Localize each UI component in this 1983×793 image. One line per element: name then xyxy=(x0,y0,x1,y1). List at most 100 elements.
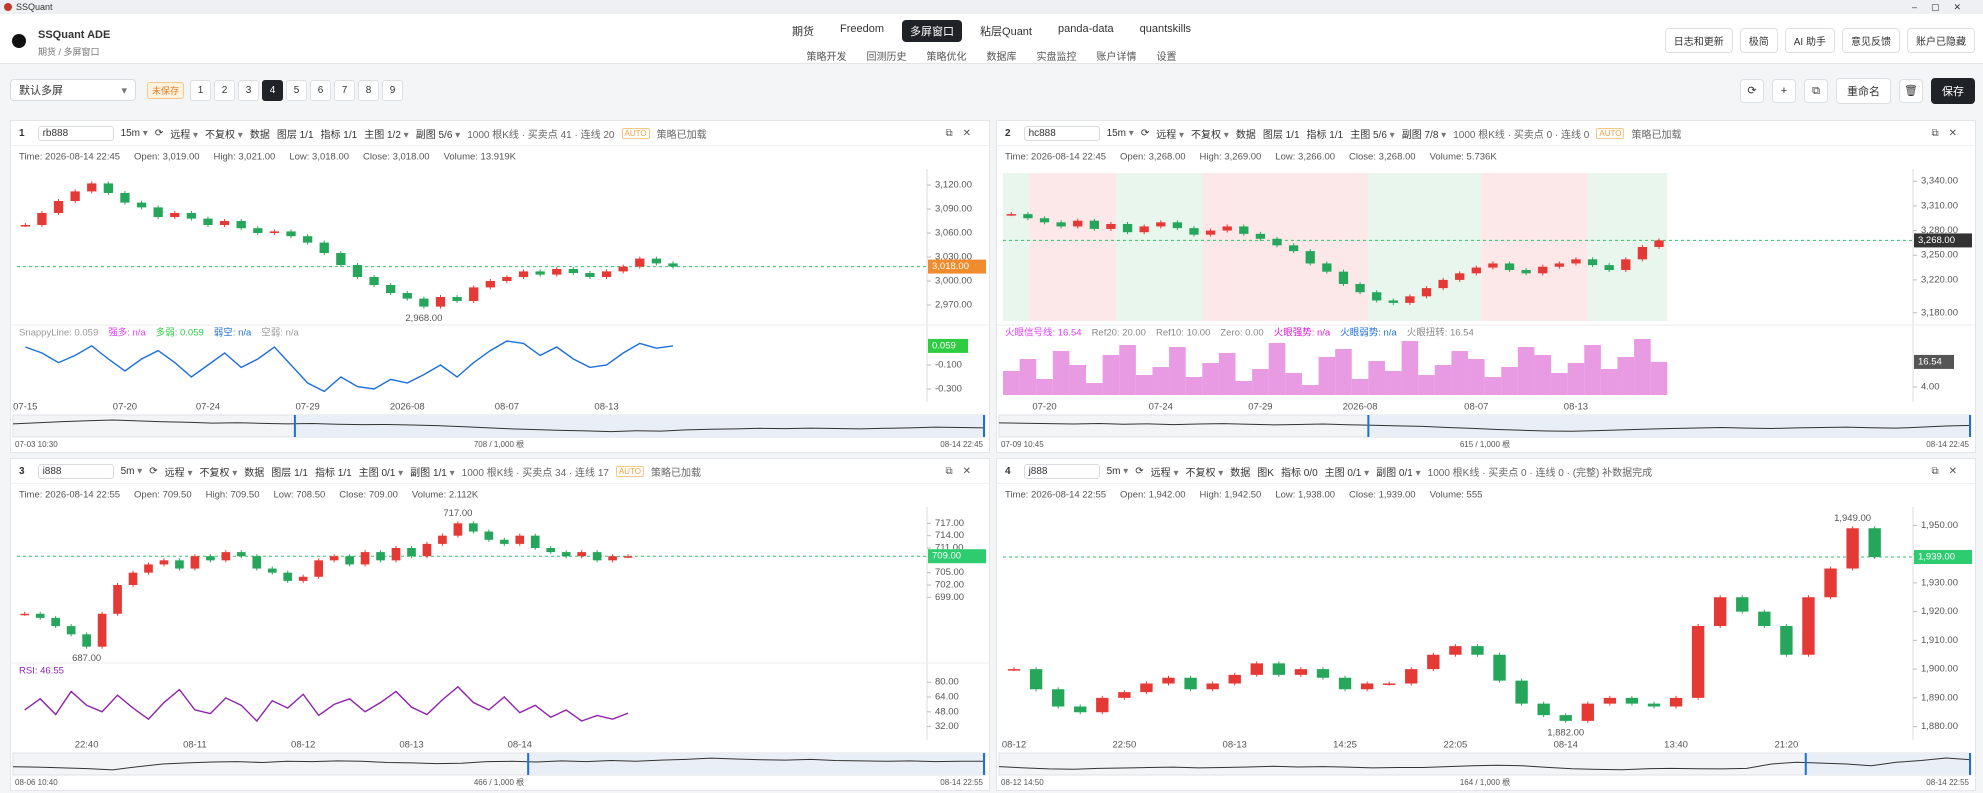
ohlc-info: High: 3,021.00 xyxy=(214,152,276,163)
screen-tab[interactable]: 6 xyxy=(310,80,331,101)
navigator-window xyxy=(1368,415,1971,437)
main-chart-button[interactable]: 主图 0/1 xyxy=(1325,464,1370,479)
header-action[interactable]: AI 助手 xyxy=(1784,28,1835,53)
price-annotation: 717.00 xyxy=(443,508,472,519)
indicator-button[interactable]: 指标 0/0 xyxy=(1280,467,1318,479)
candle xyxy=(1587,259,1598,266)
interval-select[interactable]: 5m xyxy=(1107,466,1129,477)
screen-tab[interactable]: 1 xyxy=(190,80,211,101)
symbol-input[interactable]: hc888 xyxy=(1023,125,1100,141)
reload-icon[interactable]: ⟳ xyxy=(149,465,158,477)
source-select[interactable]: 远程 xyxy=(1151,464,1179,479)
nav-subitem[interactable]: 回测历史 xyxy=(866,52,907,63)
nav-subitem[interactable]: 设置 xyxy=(1156,52,1177,63)
reload-icon[interactable]: ⟳ xyxy=(1140,127,1150,139)
candle xyxy=(186,213,197,219)
header-action[interactable]: 账户已隐藏 xyxy=(1907,28,1975,53)
indicator-button[interactable]: 指标 1/1 xyxy=(1306,129,1344,141)
source-select[interactable]: 远程 xyxy=(170,126,198,141)
data-button[interactable]: 数据 xyxy=(1235,129,1256,141)
sub-chart-button[interactable]: 副图 7/8 xyxy=(1402,126,1447,141)
add-button[interactable]: + xyxy=(1772,79,1796,103)
indicator-bar xyxy=(1202,363,1219,395)
sub-chart-button[interactable]: 副图 1/1 xyxy=(410,464,455,479)
candle xyxy=(608,556,617,561)
indicator-bar xyxy=(1351,379,1369,395)
source-select[interactable]: 远程 xyxy=(1156,126,1184,141)
main-chart-button[interactable]: 主图 5/6 xyxy=(1350,126,1395,141)
nav-item[interactable]: 期货 xyxy=(791,26,814,38)
layer-button[interactable]: 图层 1/1 xyxy=(1262,129,1300,141)
candle xyxy=(53,201,64,213)
candle xyxy=(314,560,323,577)
candle xyxy=(1488,263,1498,268)
data-button[interactable]: 数据 xyxy=(249,129,270,141)
nav-subitem[interactable]: 账户详情 xyxy=(1096,52,1137,63)
header-action[interactable]: 极简 xyxy=(1739,28,1778,53)
window-title: SSQuant xyxy=(16,2,53,12)
data-button[interactable]: 数据 xyxy=(1230,467,1251,479)
nav-item[interactable]: 粘层Quant xyxy=(980,26,1032,38)
panel-icons[interactable]: ⧉✕ xyxy=(945,127,981,139)
panel-icons[interactable]: ⧉✕ xyxy=(1931,465,1967,477)
candle xyxy=(1338,677,1352,690)
nav-subitem[interactable]: 策略优化 xyxy=(926,52,967,63)
screen-tab[interactable]: 4 xyxy=(262,80,283,101)
nav-item[interactable]: 多屏窗口 xyxy=(902,20,963,42)
save-button[interactable]: 保存 xyxy=(1931,78,1975,104)
sub-chart-button[interactable]: 副图 0/1 xyxy=(1376,464,1421,479)
symbol-input[interactable]: rb888 xyxy=(37,125,114,141)
candle xyxy=(1172,222,1183,229)
refresh-button[interactable]: ⟳ xyxy=(1740,79,1764,103)
symbol-input[interactable]: j888 xyxy=(1023,463,1100,479)
navigator-start: 07-09 10:45 xyxy=(1001,440,1044,449)
data-button[interactable]: 数据 xyxy=(244,467,265,479)
screen-tab[interactable]: 9 xyxy=(382,80,403,101)
interval-select[interactable]: 5m xyxy=(121,466,143,477)
screen-tab[interactable]: 2 xyxy=(214,80,235,101)
indicator-button[interactable]: 指标 1/1 xyxy=(320,129,358,141)
nav-subitem[interactable]: 实盘监控 xyxy=(1036,52,1077,63)
panel-icons[interactable]: ⧉✕ xyxy=(945,465,981,477)
main-chart-button[interactable]: 主图 0/1 xyxy=(359,464,404,479)
nav-subitem[interactable]: 策略开发 xyxy=(806,52,847,63)
screen-tab[interactable]: 3 xyxy=(238,80,259,101)
rename-button[interactable]: 重命名 xyxy=(1836,78,1891,104)
source-select[interactable]: 远程 xyxy=(165,464,193,479)
adjust-select[interactable]: 不复权 xyxy=(1185,464,1223,479)
candle xyxy=(136,202,147,208)
header-action[interactable]: 日志和更新 xyxy=(1664,28,1733,53)
reload-icon[interactable]: ⟳ xyxy=(1135,465,1144,477)
indicator-bar xyxy=(1600,369,1618,395)
delete-button[interactable]: 🗑 xyxy=(1899,79,1923,103)
nav-subitem[interactable]: 数据库 xyxy=(986,52,1017,63)
symbol-input[interactable]: i888 xyxy=(37,463,114,479)
adjust-select[interactable]: 不复权 xyxy=(199,464,237,479)
adjust-select[interactable]: 不复权 xyxy=(1191,126,1229,141)
layout-select[interactable]: 默认多屏 xyxy=(10,79,136,102)
interval-select[interactable]: 15m xyxy=(121,128,148,139)
layer-button[interactable]: 图层 1/1 xyxy=(271,467,308,479)
layer-button[interactable]: 图K xyxy=(1257,467,1274,479)
candle xyxy=(298,576,308,581)
nav-item[interactable]: panda-data xyxy=(1057,23,1114,35)
screen-tab[interactable]: 5 xyxy=(286,80,307,101)
ohlc-info: Close: 709.00 xyxy=(339,490,398,501)
reload-icon[interactable]: ⟳ xyxy=(154,127,164,139)
adjust-select[interactable]: 不复权 xyxy=(205,126,243,141)
window-controls[interactable]: –▢✕ xyxy=(1911,2,1975,12)
screen-tab[interactable]: 7 xyxy=(334,80,355,101)
nav-item[interactable]: quantskills xyxy=(1139,23,1192,35)
candle xyxy=(391,548,401,561)
indicator-button[interactable]: 指标 1/1 xyxy=(314,467,352,479)
main-chart-button[interactable]: 主图 1/2 xyxy=(364,126,409,141)
interval-select[interactable]: 15m xyxy=(1107,128,1134,139)
header-action[interactable]: 意见反馈 xyxy=(1842,28,1900,53)
panel-icons[interactable]: ⧉✕ xyxy=(1931,127,1967,139)
sub-chart-button[interactable]: 副图 5/6 xyxy=(416,126,461,141)
x-tick-label: 08-07 xyxy=(495,402,519,413)
nav-item[interactable]: Freedom xyxy=(839,23,885,35)
screen-tab[interactable]: 8 xyxy=(358,80,379,101)
layer-button[interactable]: 图层 1/1 xyxy=(276,129,314,141)
copy-button[interactable]: ⧉ xyxy=(1804,79,1828,103)
